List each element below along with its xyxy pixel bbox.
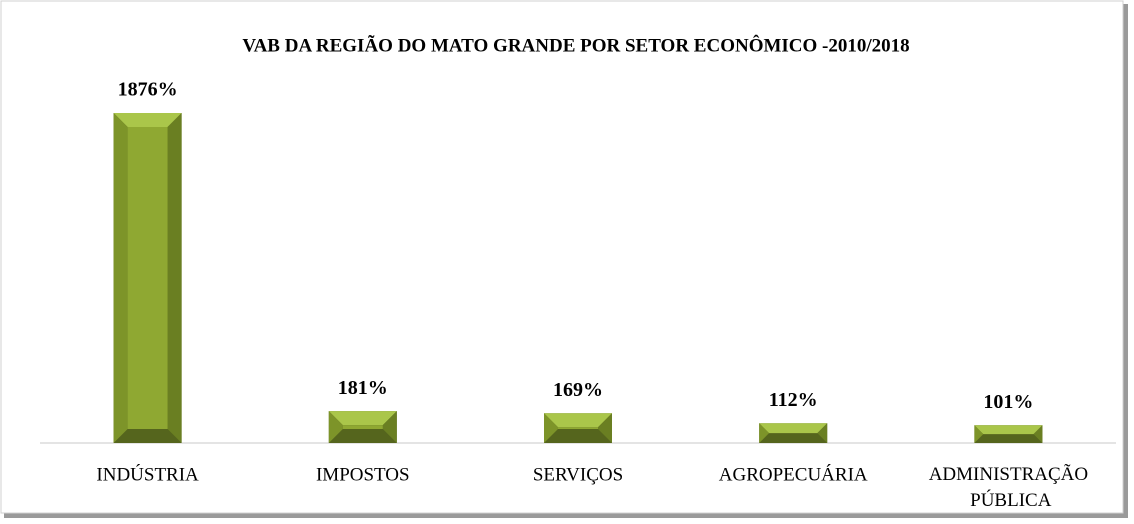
data-label: 1876% (118, 79, 178, 101)
data-label: 112% (769, 389, 818, 411)
data-label: 181% (338, 377, 388, 399)
bar-bevel-left (974, 425, 984, 443)
x-tick-label: SERVIÇOS (533, 464, 623, 485)
bar-bevel-top (974, 425, 1043, 435)
bar-face (127, 127, 168, 429)
bar-bevel-top (544, 413, 612, 428)
bar-bevel-left (328, 411, 343, 443)
x-tick-label: IMPOSTOS (316, 464, 410, 485)
x-tick-label: ADMINISTRAÇÃO PÚBLICA (929, 463, 1088, 511)
bar-bevel-right (598, 413, 612, 443)
bar-bevel-left (544, 413, 558, 443)
x-tick-label: AGROPECUÁRIA (719, 463, 868, 485)
bar-bevel-left (113, 113, 128, 443)
bar-bevel-left (759, 423, 770, 443)
bar-bevel-right (167, 113, 182, 443)
bar-bevel-top (328, 411, 397, 426)
chart-title: VAB DA REGIÃO DO MATO GRANDE POR SETOR E… (242, 34, 909, 56)
bar-face (558, 427, 598, 429)
bar-bevel-right (382, 411, 397, 443)
bar-bevel-top (759, 423, 828, 434)
bar-bevel-right (817, 423, 828, 443)
data-label: 101% (983, 391, 1033, 413)
data-label: 169% (553, 379, 603, 401)
x-tick-label: INDÚSTRIA (96, 463, 199, 485)
bar-bevel-top (113, 113, 182, 127)
bar-bevel-right (1033, 425, 1043, 443)
bar-face (342, 425, 383, 429)
